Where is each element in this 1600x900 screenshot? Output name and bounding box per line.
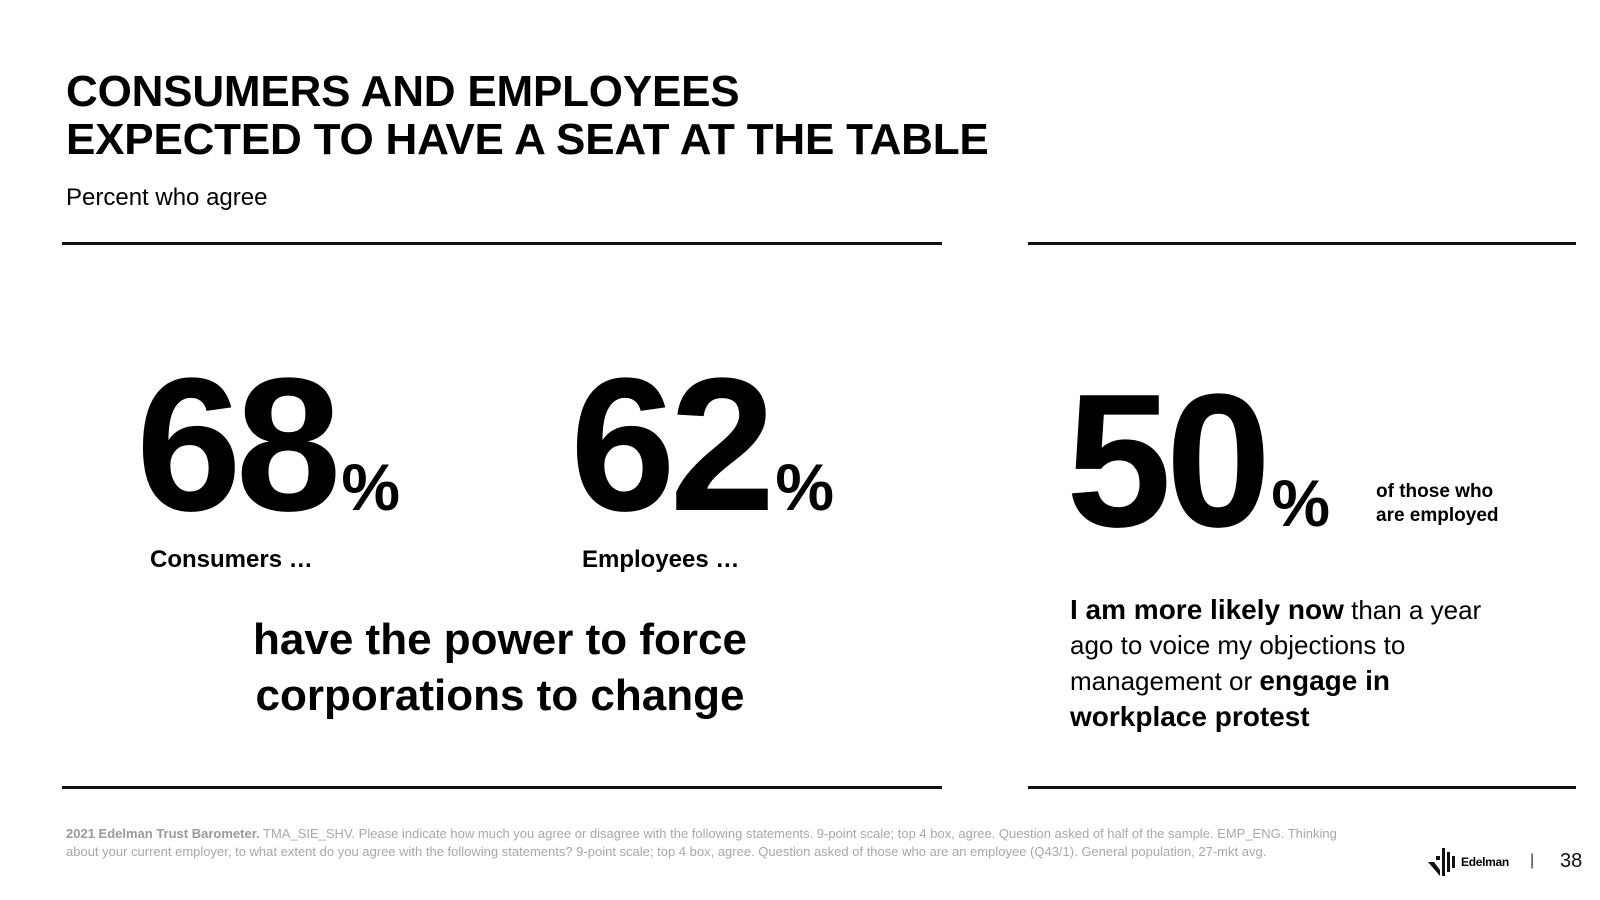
protest-quote: I am more likely now than a year ago to …: [1070, 592, 1530, 735]
right-panel-top-rule: [1028, 242, 1576, 245]
footer-separator: |: [1530, 852, 1535, 869]
power-statement: have the power to force corporations to …: [200, 612, 800, 724]
protest-quote-text: than a year ago to voice my objections t…: [1070, 595, 1482, 696]
slide-title: CONSUMERS AND EMPLOYEES EXPECTED TO HAVE…: [66, 68, 989, 164]
employed-stat-unit: %: [1271, 466, 1331, 540]
source-footnote: 2021 Edelman Trust Barometer. TMA_SIE_SH…: [66, 825, 1346, 861]
power-statement-line-2: corporations to change: [255, 671, 745, 720]
slide-title-line-2: EXPECTED TO HAVE A SEAT AT THE TABLE: [66, 115, 989, 164]
slide-subtitle: Percent who agree: [66, 184, 268, 211]
edelman-logo-mark-icon: [1428, 848, 1455, 876]
source-footnote-title: 2021 Edelman Trust Barometer.: [66, 826, 260, 841]
edelman-logo: Edelman: [1426, 846, 1532, 878]
source-footnote-text: TMA_SIE_SHV. Please indicate how much yo…: [66, 826, 1337, 859]
left-panel-bottom-rule: [62, 786, 942, 789]
consumers-stat: 68%: [136, 350, 400, 540]
employed-stat-value: 50: [1066, 355, 1271, 567]
left-panel-top-rule: [62, 242, 942, 245]
employees-stat-value: 62: [570, 339, 775, 551]
right-panel-bottom-rule: [1028, 786, 1576, 789]
edelman-logo-text: Edelman: [1461, 855, 1509, 869]
employed-note-line-2: are employed: [1376, 505, 1499, 526]
page-number: 38: [1560, 850, 1583, 872]
employed-note: of those who are employed: [1376, 480, 1556, 528]
power-statement-line-1: have the power to force: [253, 615, 747, 664]
consumers-stat-unit: %: [341, 450, 401, 524]
protest-quote-bold-1: I am more likely now: [1070, 594, 1344, 625]
consumers-stat-value: 68: [136, 339, 341, 551]
employed-stat: 50%: [1066, 366, 1330, 556]
protest-quote-bold-2: engage in workplace protest: [1070, 665, 1391, 732]
slide-title-line-1: CONSUMERS AND EMPLOYEES: [66, 67, 740, 116]
employed-note-line-1: of those who: [1376, 481, 1494, 502]
employees-stat: 62%: [570, 350, 834, 540]
consumers-label: Consumers …: [150, 546, 313, 573]
employees-stat-unit: %: [775, 450, 835, 524]
employees-label: Employees …: [582, 546, 740, 573]
